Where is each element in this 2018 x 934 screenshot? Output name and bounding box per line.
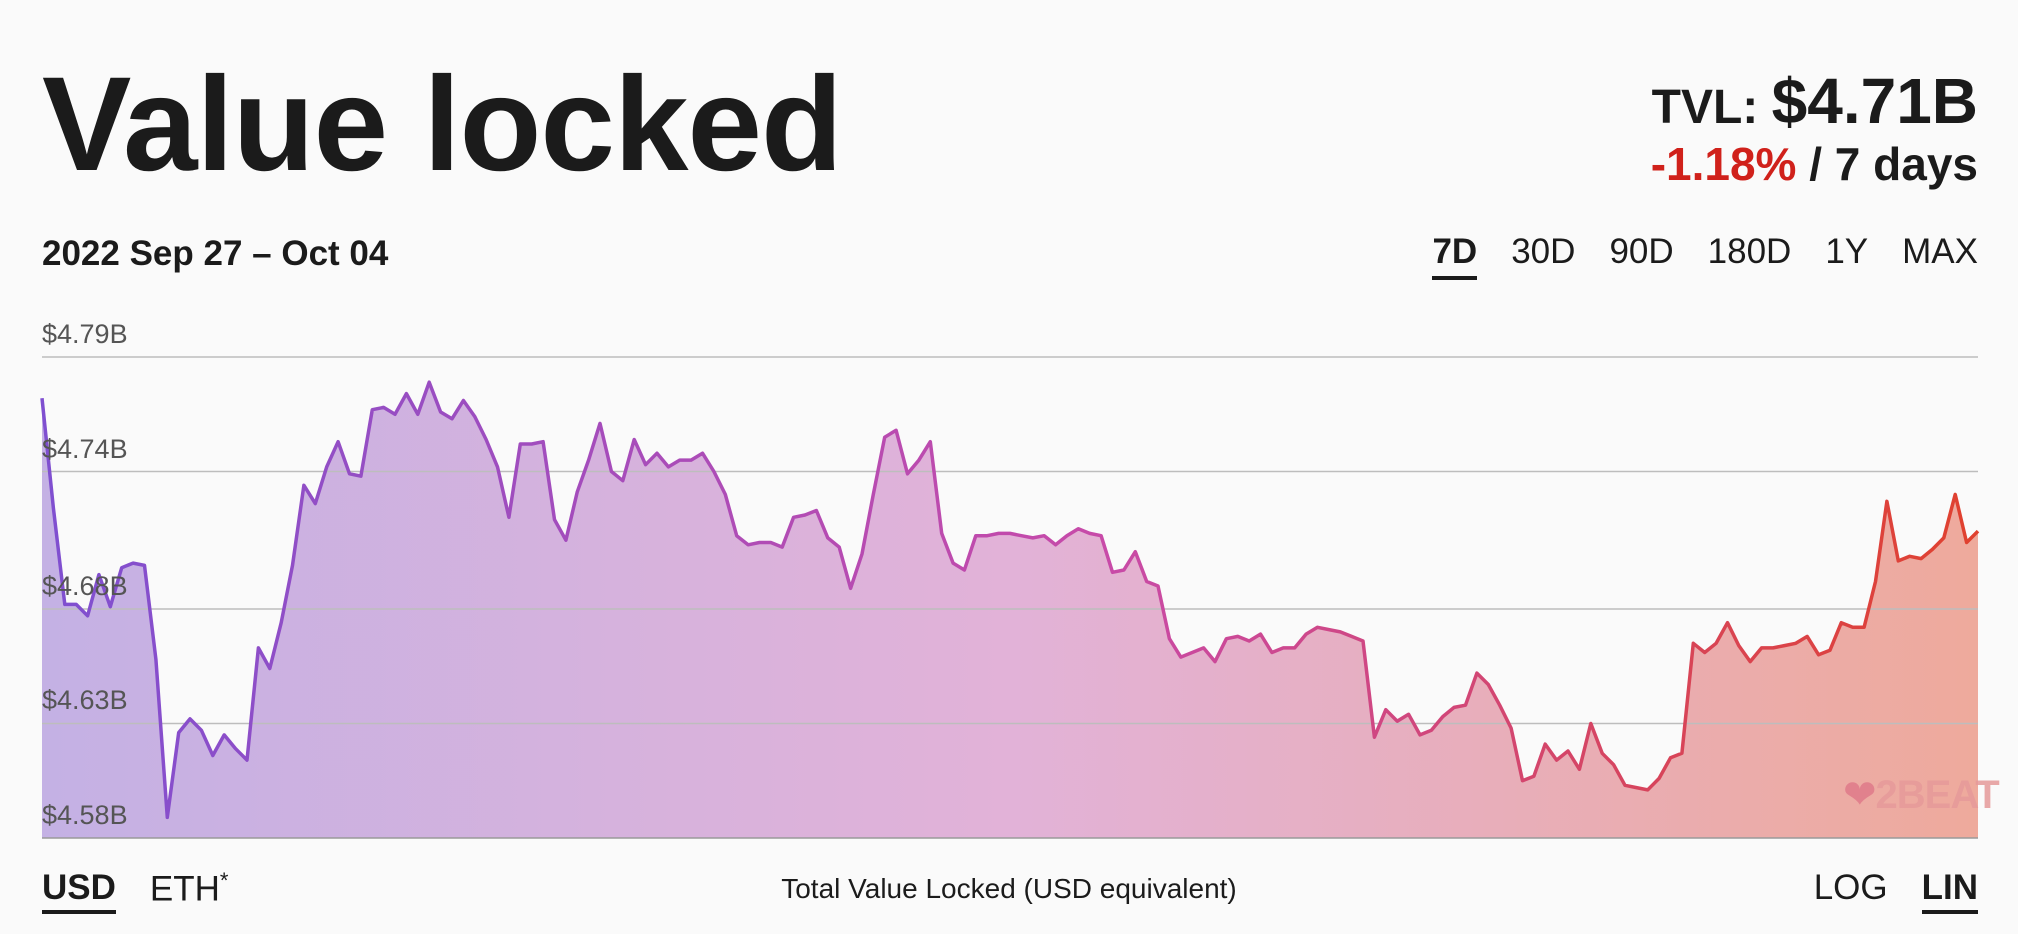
range-tab-90d[interactable]: 90D	[1609, 232, 1674, 271]
tvl-summary: TVL: $4.71B -1.18% / 7 days	[1651, 66, 1978, 191]
y-tick-label: $4.63B	[42, 685, 128, 716]
unit-tab-eth-footnote: *	[219, 868, 229, 893]
y-tick-label: $4.79B	[42, 319, 128, 349]
page-title: Value locked	[42, 50, 843, 199]
chart-caption: Total Value Locked (USD equivalent)	[781, 873, 1237, 904]
date-range: 2022 Sep 27 – Oct 04	[42, 234, 389, 273]
range-tab-max[interactable]: MAX	[1902, 232, 1978, 271]
range-tab-180d[interactable]: 180D	[1707, 232, 1792, 271]
unit-tabs: USD ETH*	[42, 868, 228, 914]
tvl-value: $4.71B	[1771, 65, 1978, 137]
change-line: -1.18% / 7 days	[1651, 138, 1978, 191]
heart-icon: ❤	[1843, 773, 1877, 817]
watermark-text: 2BEAT	[1875, 773, 2000, 817]
tvl-area-fill	[42, 382, 1978, 838]
tvl-change-period: / 7 days	[1809, 138, 1978, 191]
scale-tabs: LOG LIN	[1814, 868, 1978, 914]
unit-tab-usd[interactable]: USD	[42, 868, 116, 914]
range-tab-30d[interactable]: 30D	[1511, 232, 1576, 271]
tvl-line: TVL: $4.71B	[1651, 66, 1978, 136]
tvl-series-line	[40, 380, 1980, 820]
y-tick-label: $4.68B	[42, 570, 128, 601]
tvl-label: TVL:	[1651, 81, 1759, 134]
range-tab-7d[interactable]: 7D	[1432, 232, 1478, 280]
range-tabs: 7D 30D 90D 180D 1Y MAX	[1432, 232, 1978, 280]
tvl-change-percent: -1.18%	[1650, 138, 1797, 191]
scale-tab-lin[interactable]: LIN	[1921, 868, 1978, 914]
unit-tab-eth[interactable]: ETH*	[150, 868, 229, 914]
unit-tab-eth-label: ETH	[149, 869, 220, 909]
l2beat-logo: ❤2BEAT	[1843, 772, 2000, 818]
y-tick-label: $4.58B	[42, 800, 128, 830]
scale-tab-log[interactable]: LOG	[1813, 868, 1888, 907]
range-tab-1y[interactable]: 1Y	[1825, 232, 1869, 271]
y-tick-label: $4.74B	[42, 433, 128, 464]
